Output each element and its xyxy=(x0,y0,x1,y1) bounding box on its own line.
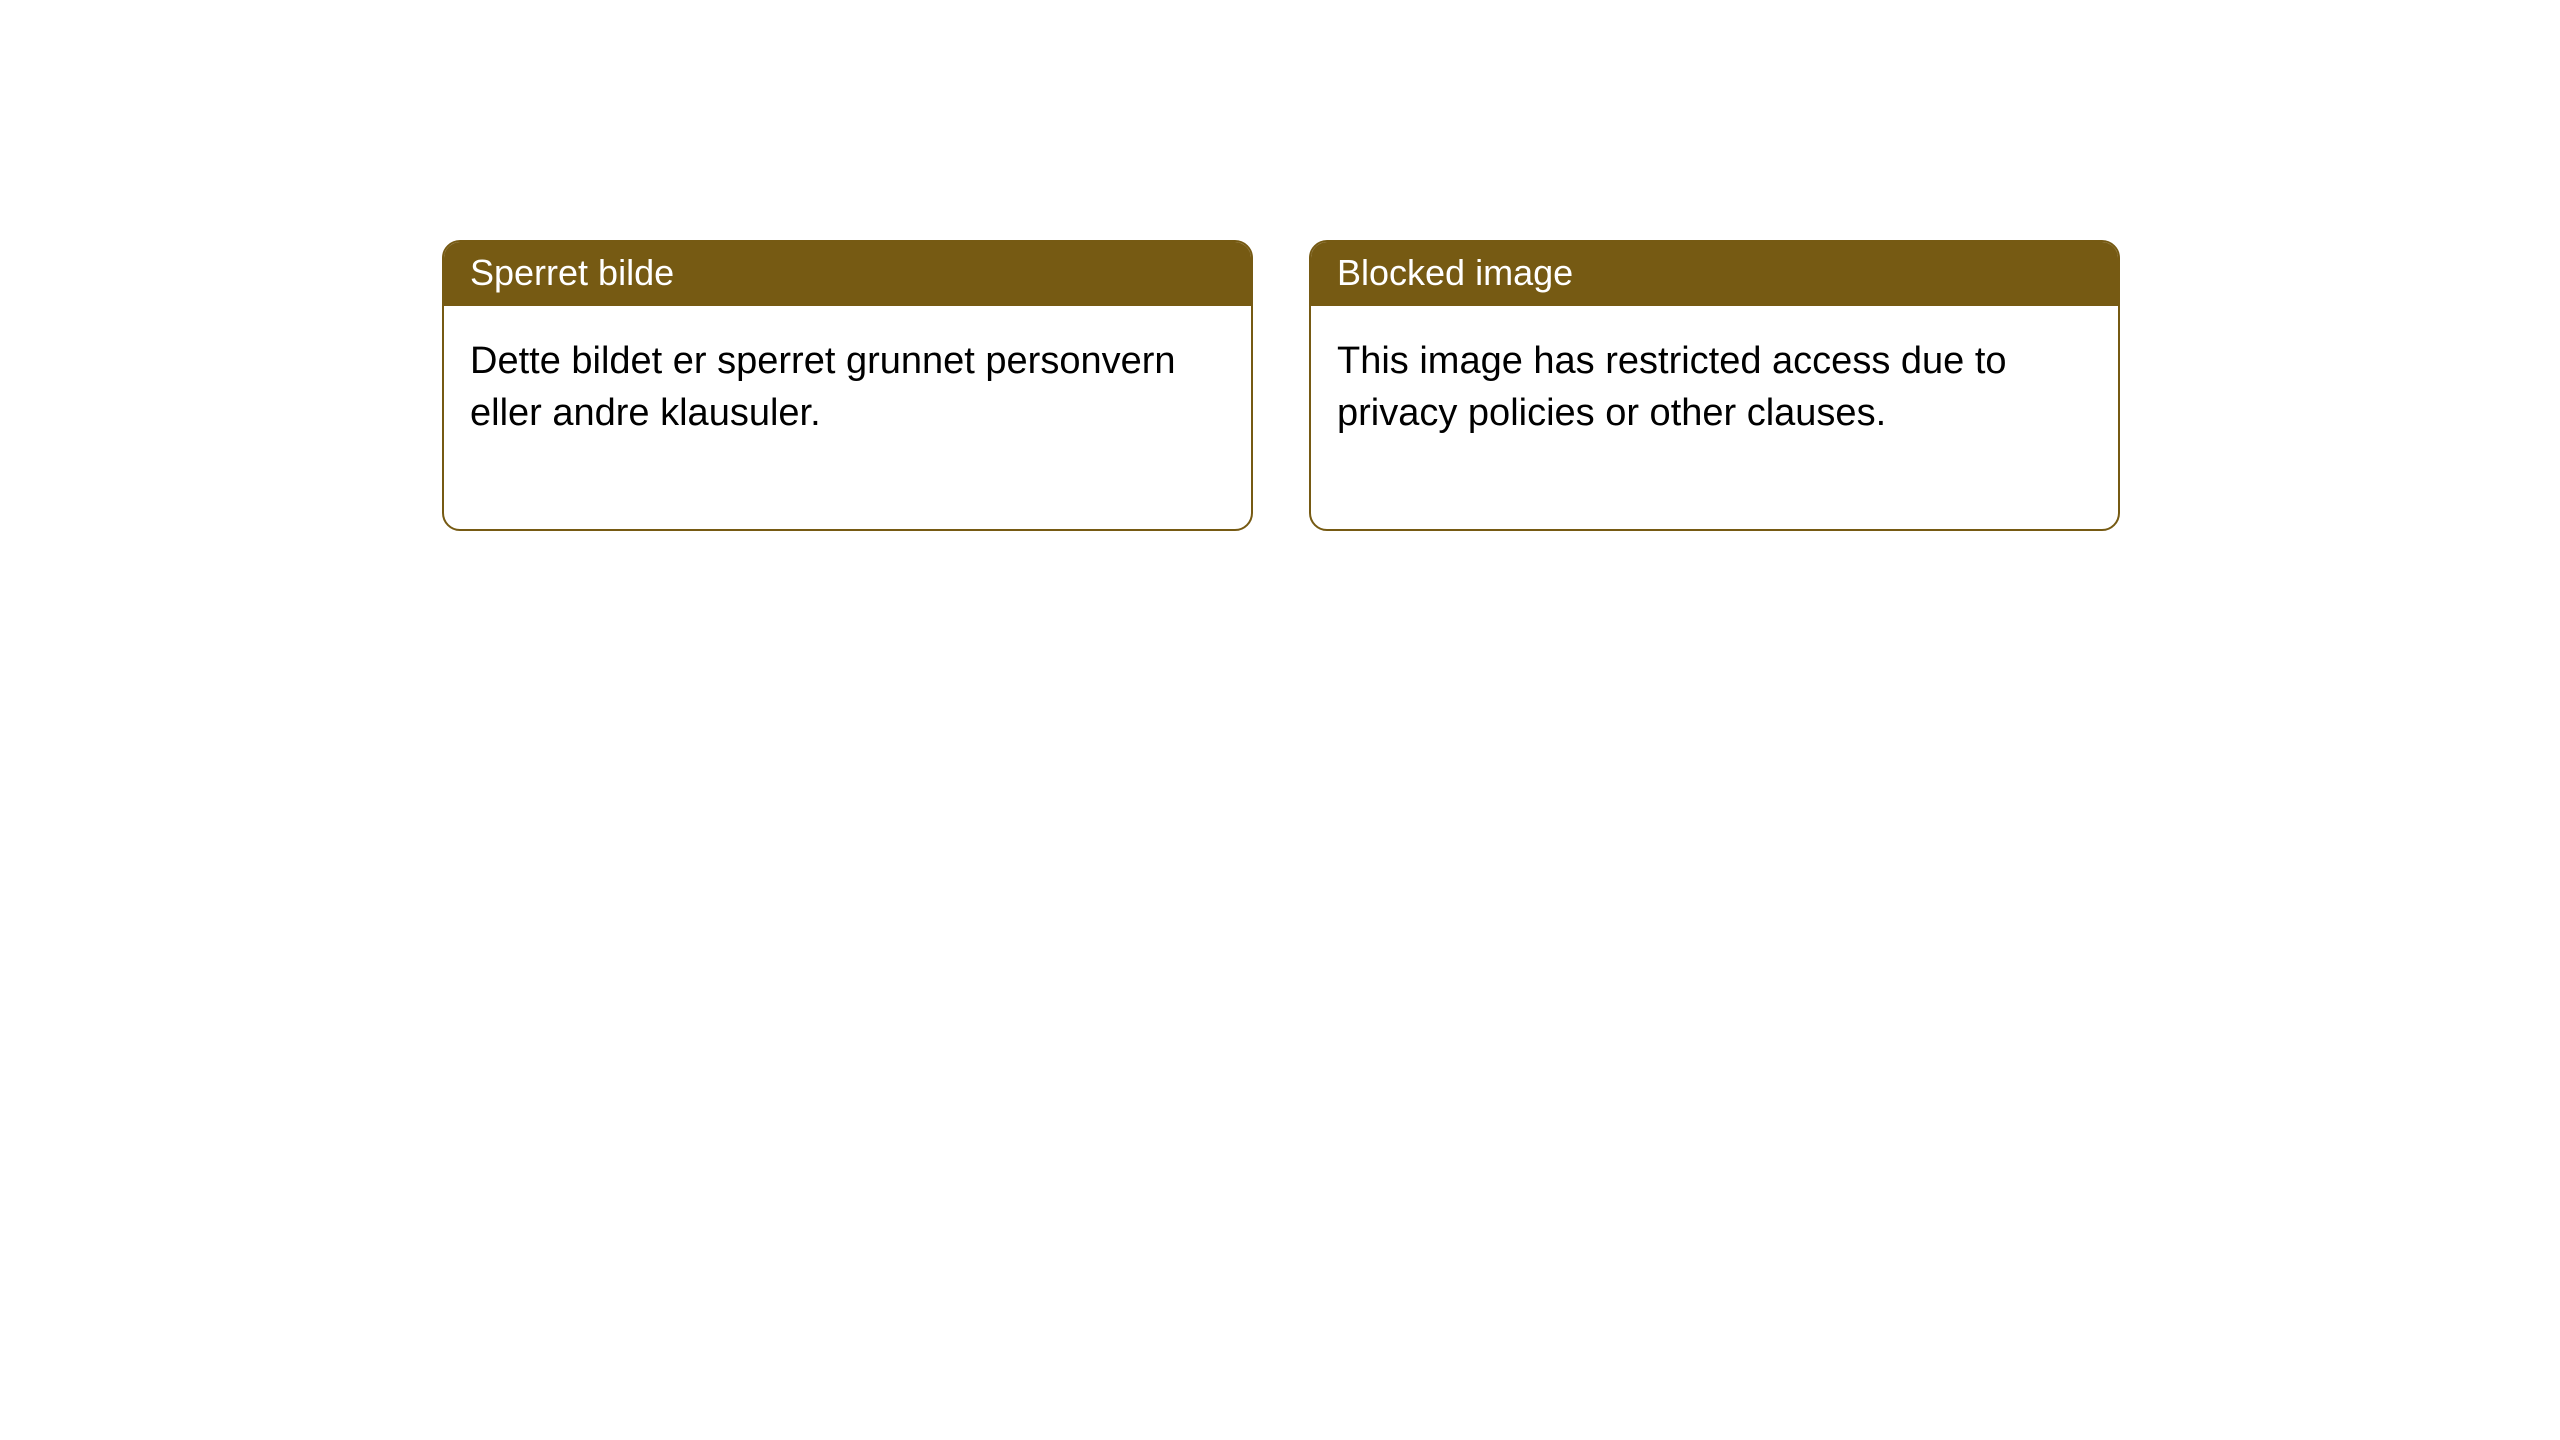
notice-card-english: Blocked image This image has restricted … xyxy=(1309,240,2120,531)
notice-header-norwegian: Sperret bilde xyxy=(444,242,1251,306)
notice-card-norwegian: Sperret bilde Dette bildet er sperret gr… xyxy=(442,240,1253,531)
notice-header-english: Blocked image xyxy=(1311,242,2118,306)
notice-body-english: This image has restricted access due to … xyxy=(1311,306,2118,529)
notice-body-norwegian: Dette bildet er sperret grunnet personve… xyxy=(444,306,1251,529)
notice-container: Sperret bilde Dette bildet er sperret gr… xyxy=(442,240,2120,531)
